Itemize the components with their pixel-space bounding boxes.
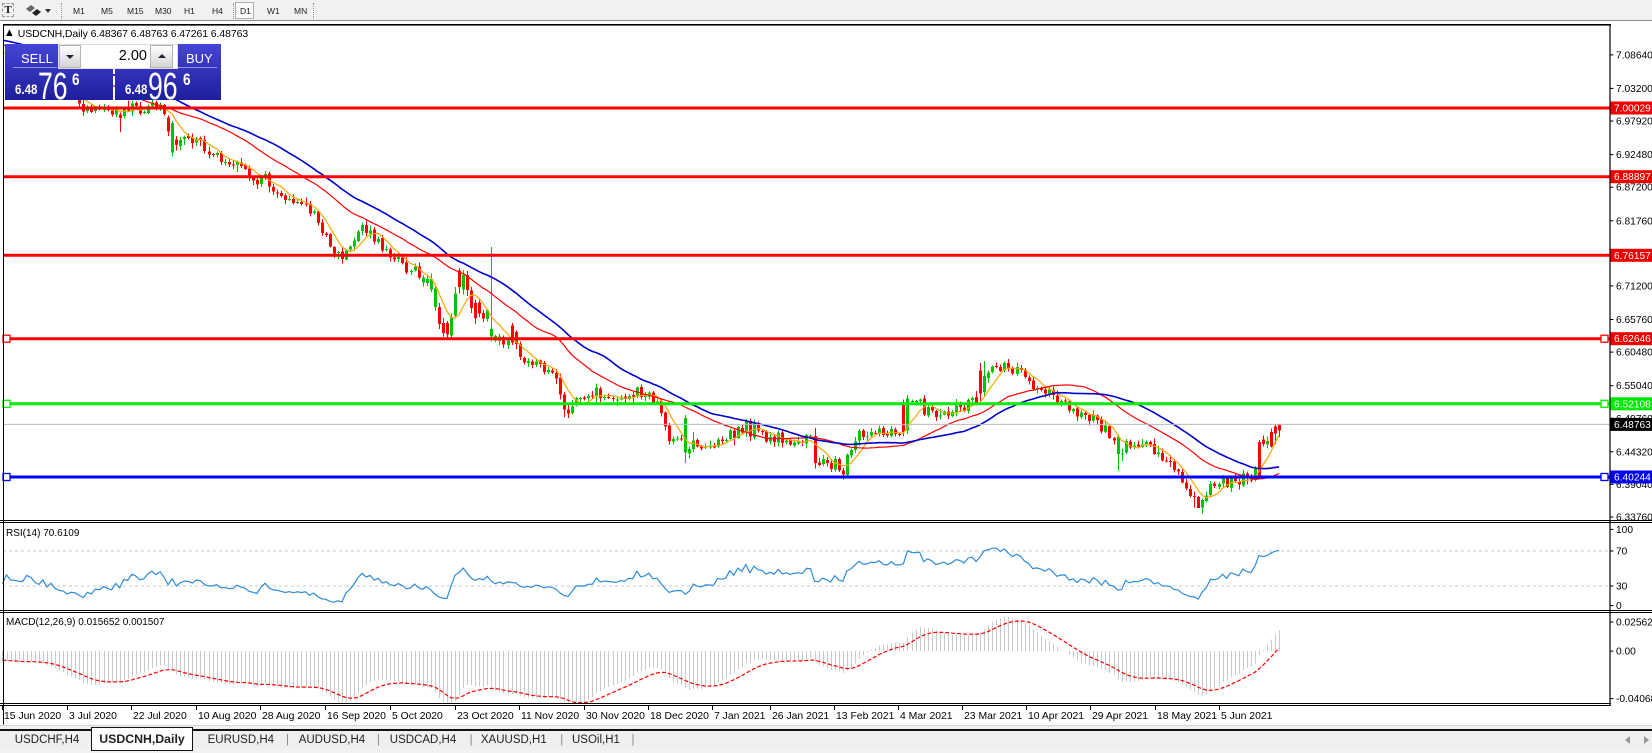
svg-text:18 May 2021: 18 May 2021 xyxy=(1157,711,1217,722)
svg-text:6.55040: 6.55040 xyxy=(1616,381,1652,392)
svg-text:29 Apr 2021: 29 Apr 2021 xyxy=(1092,711,1148,722)
svg-text:MACD(12,26,9) 0.015652 0.00150: MACD(12,26,9) 0.015652 0.001507 xyxy=(6,617,165,628)
svg-text:7.00029: 7.00029 xyxy=(1614,104,1651,115)
svg-text:6.92480: 6.92480 xyxy=(1616,150,1652,161)
svg-text:6.97920: 6.97920 xyxy=(1616,117,1652,128)
svg-text:-0.040687: -0.040687 xyxy=(1616,694,1652,705)
svg-text:6.52108: 6.52108 xyxy=(1614,399,1651,410)
svg-text:10 Aug 2020: 10 Aug 2020 xyxy=(198,711,257,722)
svg-text:3 Jul 2020: 3 Jul 2020 xyxy=(69,711,117,722)
svg-text:6.33760: 6.33760 xyxy=(1616,513,1652,524)
svg-text:23 Oct 2020: 23 Oct 2020 xyxy=(457,711,514,722)
svg-text:100: 100 xyxy=(1616,525,1633,536)
svg-text:6.60480: 6.60480 xyxy=(1616,348,1652,359)
svg-text:6.87200: 6.87200 xyxy=(1616,183,1652,194)
svg-text:0.025623: 0.025623 xyxy=(1616,618,1652,629)
svg-text:5 Jun 2021: 5 Jun 2021 xyxy=(1221,711,1273,722)
svg-text:7 Jan 2021: 7 Jan 2021 xyxy=(714,711,766,722)
svg-text:26 Jan 2021: 26 Jan 2021 xyxy=(772,711,829,722)
svg-text:5 Oct 2020: 5 Oct 2020 xyxy=(392,711,443,722)
svg-text:6.44320: 6.44320 xyxy=(1616,447,1652,458)
svg-text:4 Mar 2021: 4 Mar 2021 xyxy=(900,711,953,722)
svg-text:0.00: 0.00 xyxy=(1616,647,1636,658)
svg-text:30: 30 xyxy=(1616,582,1628,593)
svg-text:6.48763: 6.48763 xyxy=(1614,420,1651,431)
svg-text:6.76157: 6.76157 xyxy=(1614,251,1651,262)
svg-text:13 Feb 2021: 13 Feb 2021 xyxy=(836,711,895,722)
svg-text:6.40244: 6.40244 xyxy=(1614,473,1651,484)
svg-text:28 Aug 2020: 28 Aug 2020 xyxy=(262,711,321,722)
svg-text:11 Nov 2020: 11 Nov 2020 xyxy=(521,711,579,722)
svg-text:RSI(14) 70.6109: RSI(14) 70.6109 xyxy=(6,528,80,539)
svg-text:7.08640: 7.08640 xyxy=(1616,50,1652,61)
svg-text:0: 0 xyxy=(1616,601,1622,612)
svg-text:23 Mar 2021: 23 Mar 2021 xyxy=(964,711,1023,722)
svg-text:18 Dec 2020: 18 Dec 2020 xyxy=(650,711,709,722)
svg-text:6.81760: 6.81760 xyxy=(1616,216,1652,227)
svg-text:30 Nov 2020: 30 Nov 2020 xyxy=(586,711,645,722)
svg-text:70: 70 xyxy=(1616,547,1628,558)
svg-text:6.88897: 6.88897 xyxy=(1614,172,1651,183)
svg-text:7.03200: 7.03200 xyxy=(1616,84,1652,95)
svg-text:6.62646: 6.62646 xyxy=(1614,334,1651,345)
svg-text:6.65760: 6.65760 xyxy=(1616,315,1652,326)
svg-text:USDCNH,Daily 6.48367 6.48763: USDCNH,Daily 6.48367 6.48763 6.47261 6.4… xyxy=(18,28,249,40)
svg-text:22 Jul 2020: 22 Jul 2020 xyxy=(133,711,187,722)
svg-text:6.71200: 6.71200 xyxy=(1616,281,1652,292)
svg-text:10 Apr 2021: 10 Apr 2021 xyxy=(1028,711,1084,722)
svg-text:16 Sep 2020: 16 Sep 2020 xyxy=(327,711,386,722)
svg-text:15 Jun 2020: 15 Jun 2020 xyxy=(4,711,61,722)
